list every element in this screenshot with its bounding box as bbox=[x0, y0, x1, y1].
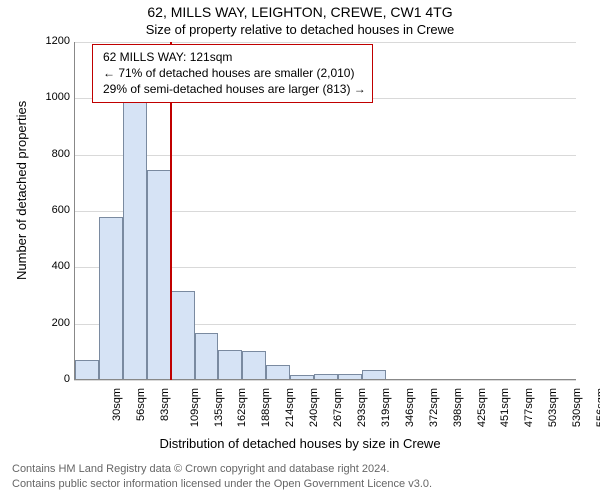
gridline bbox=[74, 42, 576, 43]
x-tick-label: 451sqm bbox=[500, 388, 512, 427]
callout-line2: ← 71% of detached houses are smaller (2,… bbox=[103, 65, 366, 81]
x-tick-label: 30sqm bbox=[111, 388, 123, 421]
histogram-bar bbox=[99, 217, 123, 380]
x-tick-label: 267sqm bbox=[332, 388, 344, 427]
histogram-bar bbox=[242, 351, 266, 380]
y-axis-label: Number of detached properties bbox=[14, 101, 29, 280]
x-tick-label: 503sqm bbox=[547, 388, 559, 427]
histogram-bar bbox=[123, 82, 147, 380]
x-tick-label: 425sqm bbox=[476, 388, 488, 427]
y-tick-label: 200 bbox=[32, 317, 70, 329]
x-tick-label: 162sqm bbox=[237, 388, 249, 427]
x-axis-label: Distribution of detached houses by size … bbox=[0, 436, 600, 451]
x-tick-label: 346sqm bbox=[404, 388, 416, 427]
x-tick-label: 56sqm bbox=[135, 388, 147, 421]
callout-line3: 29% of semi-detached houses are larger (… bbox=[103, 81, 366, 97]
y-tick-label: 1200 bbox=[32, 35, 70, 47]
callout-box: 62 MILLS WAY: 121sqm ← 71% of detached h… bbox=[92, 44, 373, 103]
x-tick-label: 188sqm bbox=[261, 388, 273, 427]
callout-line1: 62 MILLS WAY: 121sqm bbox=[103, 49, 366, 65]
histogram-bar bbox=[218, 350, 242, 380]
gridline bbox=[74, 155, 576, 156]
x-tick-label: 83sqm bbox=[159, 388, 171, 421]
x-tick-label: 530sqm bbox=[571, 388, 583, 427]
y-tick-label: 400 bbox=[32, 260, 70, 272]
x-tick-label: 135sqm bbox=[213, 388, 225, 427]
page-subtitle: Size of property relative to detached ho… bbox=[0, 22, 600, 37]
histogram-bar bbox=[195, 333, 219, 380]
x-tick-label: 109sqm bbox=[189, 388, 201, 427]
y-axis-line bbox=[74, 42, 75, 380]
x-tick-label: 398sqm bbox=[452, 388, 464, 427]
histogram-bar bbox=[75, 360, 99, 380]
page-title: 62, MILLS WAY, LEIGHTON, CREWE, CW1 4TG bbox=[0, 4, 600, 20]
y-tick-label: 800 bbox=[32, 148, 70, 160]
histogram-bar bbox=[147, 170, 171, 380]
x-tick-label: 240sqm bbox=[308, 388, 320, 427]
x-tick-label: 556sqm bbox=[595, 388, 600, 427]
footer-attribution: Contains HM Land Registry data © Crown c… bbox=[12, 462, 600, 492]
y-tick-label: 600 bbox=[32, 204, 70, 216]
x-tick-label: 477sqm bbox=[523, 388, 535, 427]
x-axis-line bbox=[74, 379, 576, 380]
y-tick-label: 1000 bbox=[32, 91, 70, 103]
histogram-bar bbox=[266, 365, 290, 380]
gridline bbox=[74, 380, 576, 381]
x-tick-label: 293sqm bbox=[356, 388, 368, 427]
x-tick-label: 319sqm bbox=[380, 388, 392, 427]
x-tick-label: 372sqm bbox=[428, 388, 440, 427]
histogram-bar bbox=[171, 291, 195, 380]
footer-line2: Contains public sector information licen… bbox=[12, 477, 600, 492]
y-tick-label: 0 bbox=[32, 373, 70, 385]
footer-line1: Contains HM Land Registry data © Crown c… bbox=[12, 462, 600, 477]
x-tick-label: 214sqm bbox=[284, 388, 296, 427]
